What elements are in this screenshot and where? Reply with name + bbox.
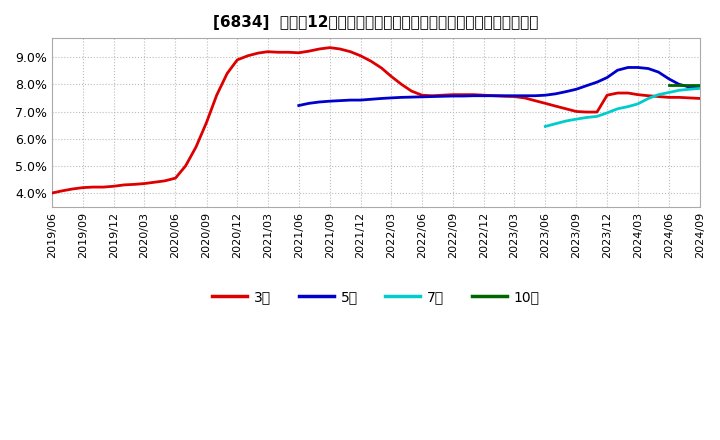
Title: [6834]  売上高12か月移動合計の対前年同期増減率の標準偏差の推移: [6834] 売上高12か月移動合計の対前年同期増減率の標準偏差の推移 [213, 15, 539, 30]
Legend: 3年, 5年, 7年, 10年: 3年, 5年, 7年, 10年 [207, 284, 545, 309]
